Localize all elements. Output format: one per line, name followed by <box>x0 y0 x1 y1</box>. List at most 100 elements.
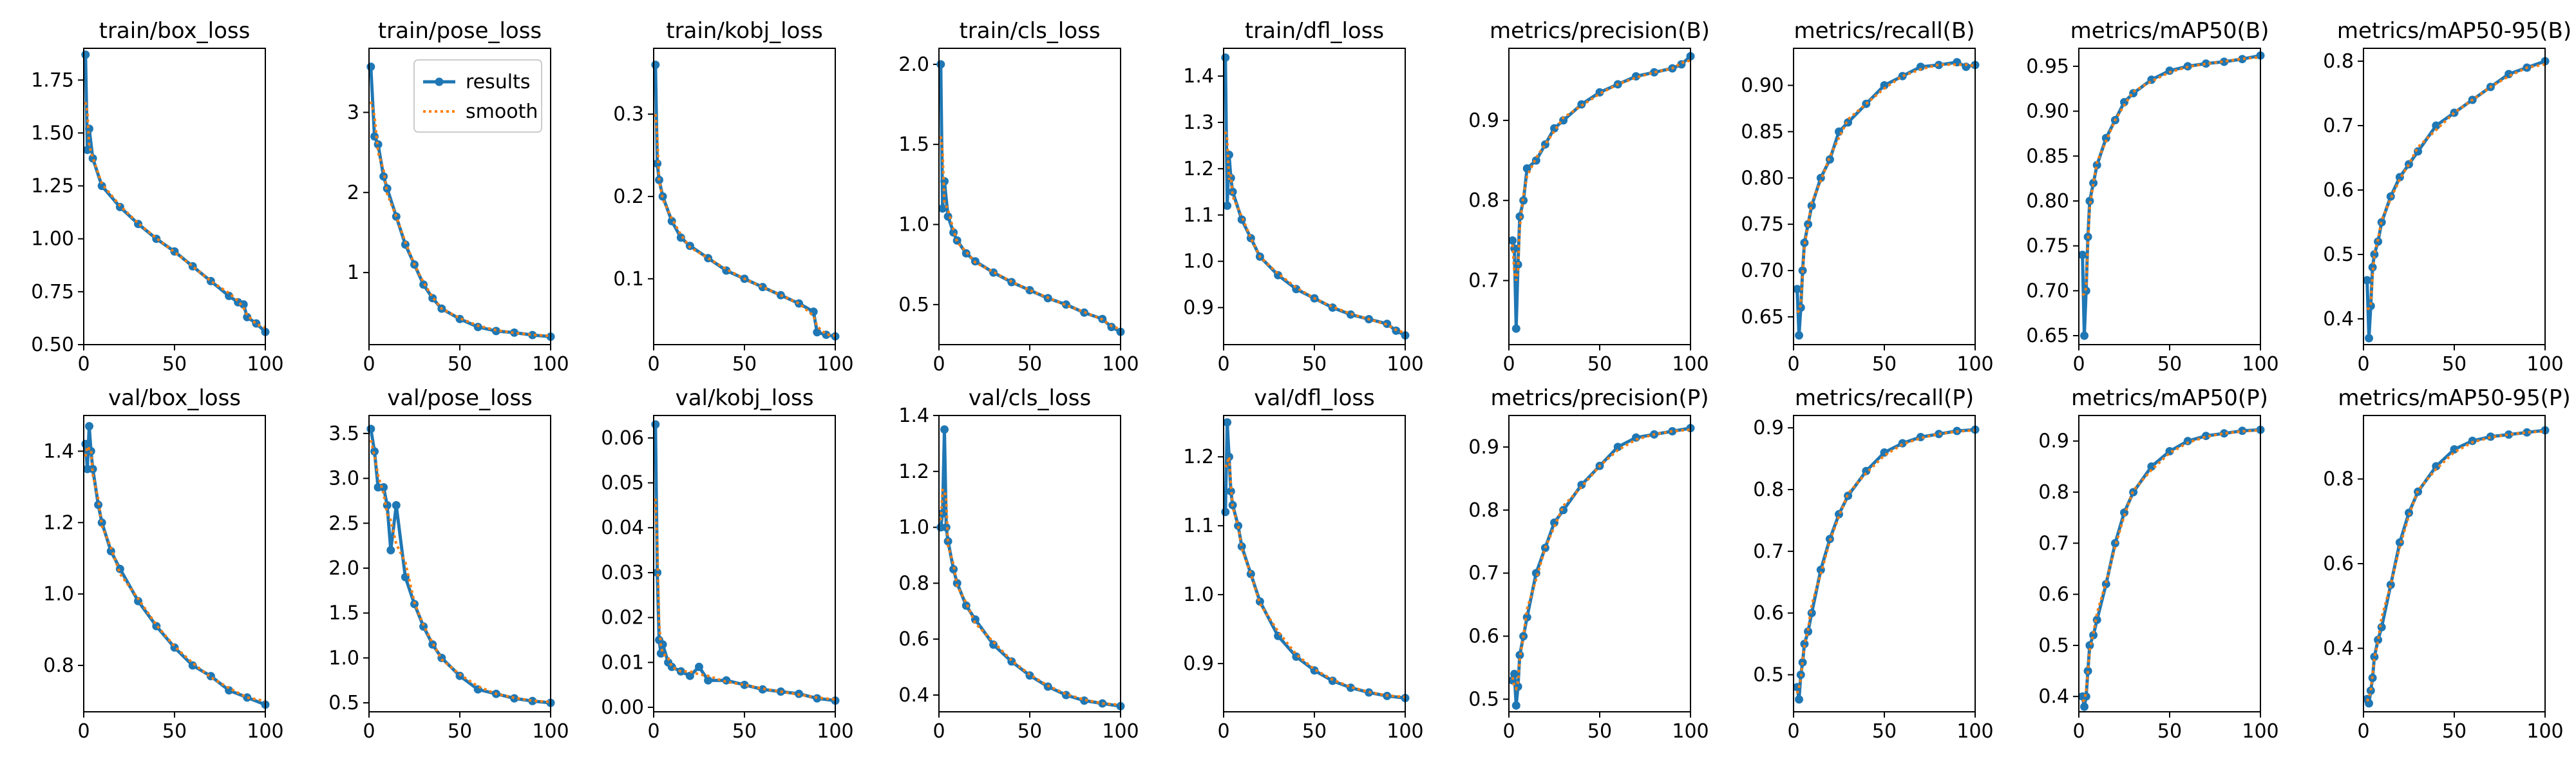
smooth-line <box>1796 63 1976 314</box>
data-point <box>938 204 947 213</box>
y-tick-label: 0.7 <box>1753 540 1784 563</box>
panel-title: metrics/precision(P) <box>1490 385 1709 411</box>
data-point <box>2370 653 2379 662</box>
data-point <box>239 300 248 309</box>
x-tick-label: 100 <box>1387 353 1423 376</box>
data-point <box>2238 426 2247 435</box>
y-tick-label: 1.2 <box>1183 158 1214 180</box>
data-point <box>1328 676 1337 685</box>
data-point <box>2432 462 2441 471</box>
data-point <box>740 680 749 689</box>
y-tick-label: 0.7 <box>2323 115 2354 137</box>
panel-title: train/pose_loss <box>378 18 542 44</box>
legend: results smooth <box>413 59 542 133</box>
smooth-line <box>369 439 551 703</box>
panel-val-dfl-loss: val/dfl_loss 0 50 100 0.9 1.0 1.1 1.2 <box>1183 385 1423 743</box>
y-tick-label: 0.75 <box>31 281 74 303</box>
y-tick-label: 0.03 <box>601 562 644 584</box>
y-tick-label: 0.6 <box>1468 625 1499 648</box>
smooth-line <box>2365 430 2546 702</box>
x-tick-label: 0 <box>77 720 90 743</box>
data-point <box>1559 506 1568 515</box>
x-tick-label: 0 <box>1787 353 1799 376</box>
y-tick-label: 0.6 <box>2038 584 2069 606</box>
y-tick-label: 0.00 <box>601 696 644 719</box>
axes-frame <box>83 48 266 345</box>
y-tick-label: 0.4 <box>2323 308 2354 330</box>
y-tick-label: 1.0 <box>898 517 929 539</box>
axes-frame <box>2363 415 2546 712</box>
smooth-line <box>84 443 266 703</box>
data-point <box>1511 324 1520 333</box>
data-point <box>2377 623 2386 632</box>
x-tick-label: 50 <box>1872 353 1897 376</box>
data-point <box>2220 429 2229 438</box>
data-point <box>528 696 537 705</box>
y-tick-label: 0.9 <box>1183 653 1214 675</box>
data-point <box>2370 250 2379 259</box>
data-point <box>366 425 375 434</box>
x-tick-label: 100 <box>1672 353 1709 376</box>
data-point <box>1025 671 1034 680</box>
x-tick-label: 100 <box>2242 353 2278 376</box>
panel-title: val/pose_loss <box>387 385 533 411</box>
legend-box <box>413 59 542 133</box>
panel-metrics-recall-b: metrics/recall(B) 0 50 100 0.65 0.70 0.75 0.80 0… <box>1741 18 1993 376</box>
data-point <box>2201 59 2210 68</box>
data-point <box>510 694 519 703</box>
data-point <box>1223 201 1232 210</box>
axes-frame <box>2078 415 2261 712</box>
y-tick-label: 0.6 <box>898 628 929 651</box>
panel-title: val/kobj_loss <box>676 385 814 411</box>
data-point <box>2374 635 2383 644</box>
data-point <box>1221 53 1230 62</box>
x-tick-label: 50 <box>2442 353 2467 376</box>
y-tick-label: 0.50 <box>31 334 74 356</box>
data-point <box>1962 62 1971 72</box>
data-point <box>2085 196 2094 205</box>
data-point <box>1508 236 1517 245</box>
y-tick-label: 0.65 <box>2026 325 2069 347</box>
panel-train-dfl-loss: train/dfl_loss 0 50 100 0.9 1.0 1.1 1.2 1.3 1.4 <box>1183 18 1423 376</box>
data-point <box>428 294 437 303</box>
y-tick-label: 2.0 <box>328 557 359 580</box>
y-tick-label: 0.04 <box>601 517 644 539</box>
panel-val-kobj-loss: val/kobj_loss 0 50 100 0.00 0.01 0.02 0.03 0.04 0… <box>601 385 853 743</box>
panel-metrics-map50-95-p: metrics/mAP50-95(P) 0 50 100 0.4 0.6 0.8 <box>2323 385 2570 743</box>
x-tick-label: 0 <box>2357 720 2369 743</box>
data-point <box>243 693 252 702</box>
x-tick-label: 100 <box>247 720 283 743</box>
panel-metrics-recall-p: metrics/recall(P) 0 50 100 0.5 0.6 0.7 0.8 0.9 <box>1753 385 1993 743</box>
y-tick-label: 0.3 <box>613 103 644 126</box>
y-tick-label: 0.4 <box>898 684 929 707</box>
y-tick-label: 1.3 <box>1183 111 1214 134</box>
panel-title: train/kobj_loss <box>666 18 823 44</box>
data-point <box>651 420 660 429</box>
y-tick-label: 0.85 <box>1741 120 1784 143</box>
data-point <box>188 661 197 670</box>
data-point <box>1511 701 1520 710</box>
x-tick-label: 100 <box>2526 720 2563 743</box>
axes-frame <box>1793 415 1976 712</box>
data-point <box>2450 108 2459 117</box>
x-tick-label: 100 <box>1672 720 1709 743</box>
data-point <box>85 422 93 431</box>
axes-frame <box>2078 48 2261 345</box>
y-tick-label: 1.4 <box>1183 65 1214 88</box>
data-point <box>1225 452 1233 461</box>
data-point <box>81 50 90 59</box>
legend-smooth-label: smooth <box>466 100 538 123</box>
legend-results-label: results <box>466 71 531 93</box>
y-tick-label: 1.1 <box>1183 515 1214 537</box>
data-point <box>2365 334 2373 343</box>
smooth-line <box>1224 131 1406 334</box>
data-point <box>1880 81 1889 90</box>
y-tick-label: 0.7 <box>1468 562 1499 585</box>
smooth-line <box>1511 59 1691 281</box>
x-tick-label: 50 <box>162 720 187 743</box>
panel-title: metrics/mAP50(B) <box>2070 18 2269 44</box>
y-tick-label: 0.8 <box>1468 499 1499 522</box>
panel-title: metrics/mAP50-95(B) <box>2337 18 2571 44</box>
y-tick-label: 0.90 <box>1741 75 1784 97</box>
data-point <box>1613 443 1622 452</box>
